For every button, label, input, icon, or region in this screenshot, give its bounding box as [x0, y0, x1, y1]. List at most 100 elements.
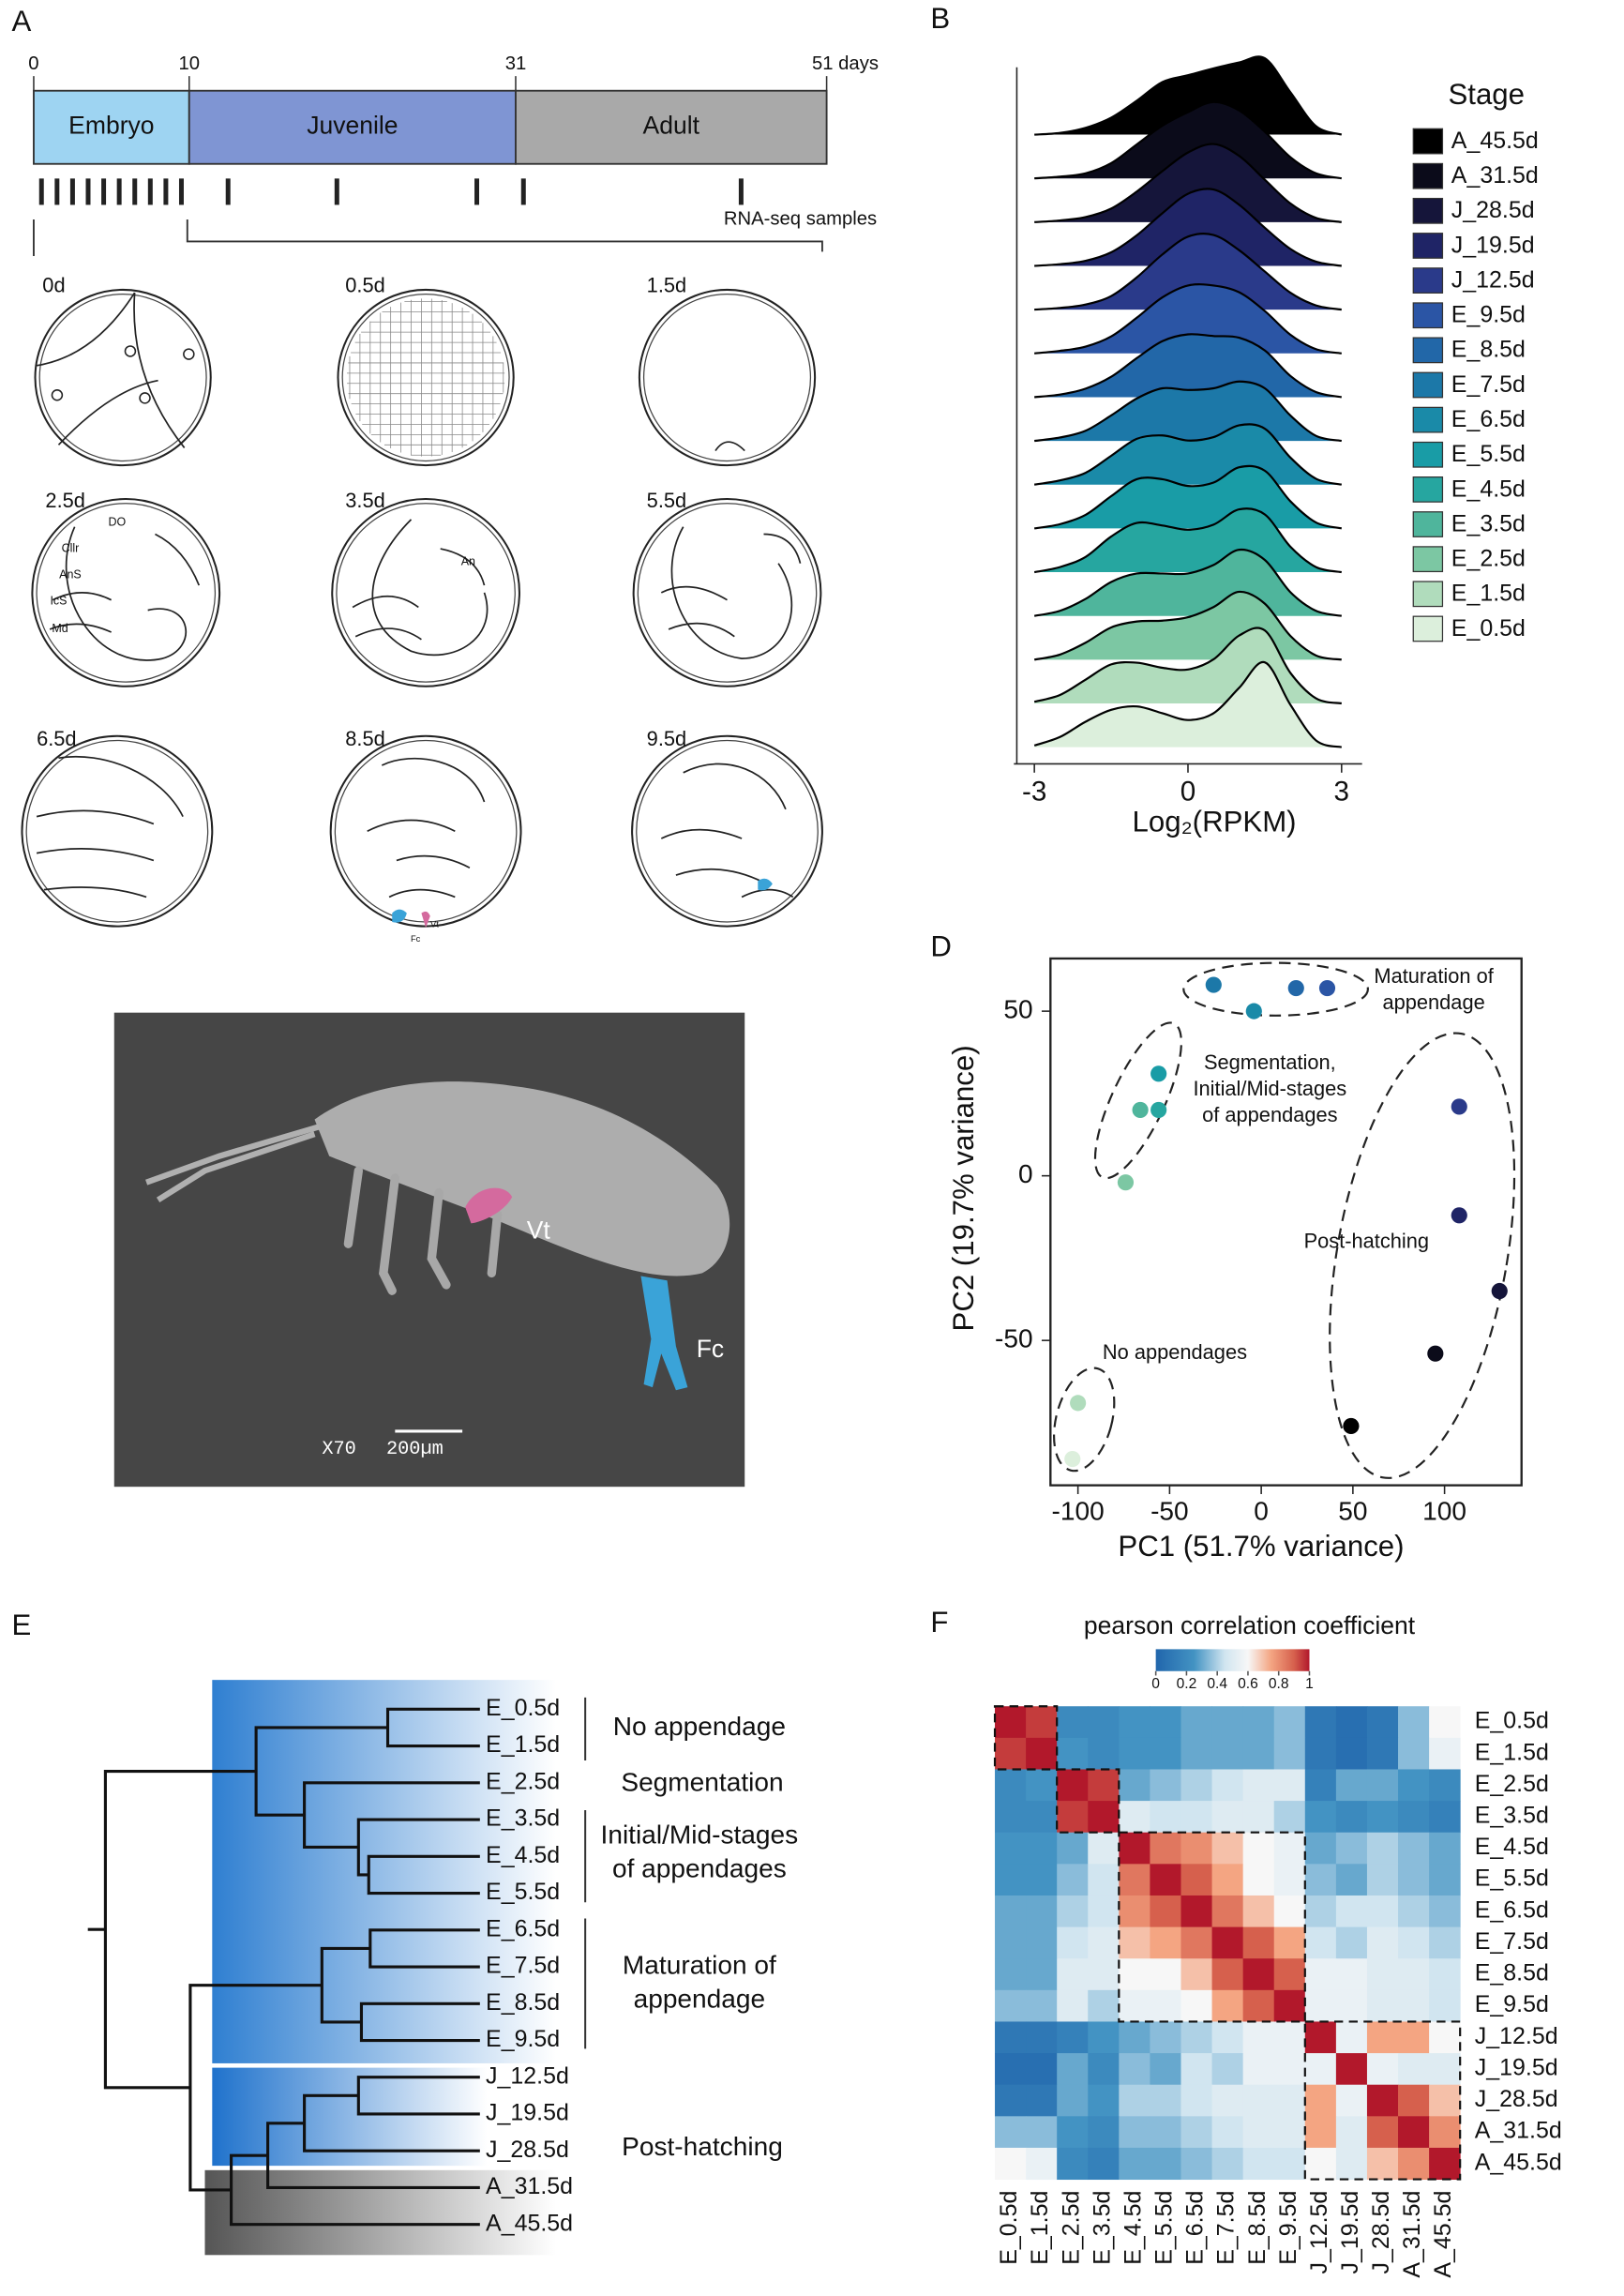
embryo-detail: [388, 888, 456, 899]
heat-cell: [1211, 2084, 1244, 2117]
heat-cell: [1150, 1926, 1181, 1959]
embryo-drawing: [337, 288, 515, 467]
dendro-bg: [212, 1680, 556, 2063]
embryo-detail: [668, 622, 735, 638]
samples-bracket: [33, 219, 823, 257]
sem-label: Fc: [697, 1335, 724, 1363]
sample-mark: [225, 178, 231, 205]
heat-cell: [1057, 1895, 1089, 1928]
heat-cell: [1211, 1895, 1244, 1928]
heat-cell: [1057, 1832, 1089, 1865]
embryo-detail: [763, 533, 802, 564]
ridge-fill: [1034, 508, 1342, 573]
heat-cell: [1119, 2147, 1150, 2181]
stage-label: 8.5d: [345, 727, 384, 750]
embryo-outline: [632, 498, 822, 687]
heat-cell: [1180, 1706, 1213, 1739]
heatmap-title: pearson correlation coefficient: [1084, 1611, 1416, 1639]
heat-cell: [1366, 2021, 1399, 2054]
point: [1451, 1207, 1467, 1224]
heat-cell: [1026, 1895, 1058, 1928]
embryo-detail: [670, 526, 793, 659]
heat-cell: [1242, 1769, 1275, 1802]
leaf-label: A_45.5d: [486, 2210, 573, 2236]
heat-cell: [1398, 1706, 1430, 1739]
appendage-color: [392, 909, 407, 923]
point: [1287, 979, 1304, 997]
heat-cell: [1366, 1706, 1399, 1739]
heat-cell: [1057, 1989, 1089, 2022]
heat-cell: [1150, 1989, 1181, 2022]
heat-cell: [995, 1737, 1027, 1770]
heat-cell: [1242, 1864, 1275, 1896]
embryo-drawing: [34, 288, 212, 467]
leaf-label: E_2.5d: [486, 1768, 560, 1794]
stage-label: 0d: [42, 274, 65, 297]
heat-cell: [995, 1832, 1027, 1865]
embryo-outline: [36, 503, 217, 683]
embryo-detail: [381, 757, 486, 803]
heat-cell: [1211, 1989, 1244, 2022]
heat-cell: [1088, 1958, 1120, 1991]
heat-cell: [1335, 1958, 1368, 1991]
appendage-color: [421, 911, 430, 929]
embryo-drawing: [631, 734, 823, 928]
heat-cell: [1304, 2053, 1337, 2086]
embryo-detail: [49, 623, 113, 633]
embryo-outline: [337, 288, 515, 467]
legend-label: J_19.5d: [1451, 232, 1535, 258]
col-label: J_28.5d: [1368, 2191, 1394, 2274]
sample-mark: [116, 178, 122, 205]
heat-cell: [995, 1926, 1027, 1959]
row-label: E_5.5d: [1475, 1866, 1549, 1892]
x-tick-label: -100: [1052, 1497, 1105, 1526]
heat-cell: [1429, 2084, 1461, 2117]
embryo-outline: [636, 739, 819, 923]
heat-cell: [1398, 2116, 1430, 2149]
nucleus: [51, 389, 64, 401]
heat-cell: [1180, 1895, 1213, 1928]
col-label: E_0.5d: [996, 2191, 1022, 2265]
heat-cell: [1273, 2084, 1306, 2117]
embryo-detail: [58, 755, 184, 817]
group-label: Maturation of: [623, 1950, 776, 1979]
col-label: E_4.5d: [1120, 2191, 1146, 2265]
embryo-detail: [133, 292, 186, 448]
heat-cell: [995, 2084, 1027, 2117]
heat-cell: [1304, 1958, 1337, 1991]
group-label: Initial/Mid-stages: [601, 1820, 799, 1850]
stage-label: 2.5d: [45, 489, 84, 512]
legend-swatch: [1412, 371, 1444, 399]
y-axis-label: PC2 (19.7% variance): [947, 1045, 980, 1331]
colorbar-tick-label: 0: [1151, 1676, 1160, 1692]
leaf-label: E_4.5d: [486, 1842, 560, 1868]
ridge-line: [1034, 233, 1342, 311]
x-tick-label: 100: [1422, 1497, 1466, 1526]
ridge-line: [1034, 143, 1342, 223]
heat-cell: [1057, 1926, 1089, 1959]
embryo-outline: [21, 734, 214, 928]
heat-cell: [1150, 2147, 1181, 2181]
group-label: No appendage: [613, 1712, 786, 1741]
heat-cell: [1180, 1737, 1213, 1770]
heat-cell: [1150, 1864, 1181, 1896]
legend-label: E_6.5d: [1451, 406, 1526, 432]
legend-label: A_31.5d: [1451, 162, 1539, 189]
nucleus: [183, 348, 195, 360]
col-label: E_8.5d: [1244, 2191, 1271, 2265]
heat-cell: [1150, 2053, 1181, 2086]
heat-cell: [1026, 1769, 1058, 1802]
annotation: No appendages: [1103, 1340, 1247, 1364]
appendage-color: [758, 878, 773, 891]
heat-cell: [1026, 2084, 1058, 2117]
embryo-detail: [683, 763, 787, 810]
heat-cell: [1273, 1769, 1306, 1802]
heat-cell: [1304, 1864, 1337, 1896]
heat-cell: [1088, 1895, 1120, 1928]
legend-swatch: [1412, 197, 1444, 224]
heat-cell: [1398, 2021, 1430, 2054]
col-label: A_31.5d: [1399, 2191, 1425, 2278]
heat-cell: [1119, 2021, 1150, 2054]
heat-cell: [1366, 1864, 1399, 1896]
embryo-outline: [329, 734, 522, 928]
